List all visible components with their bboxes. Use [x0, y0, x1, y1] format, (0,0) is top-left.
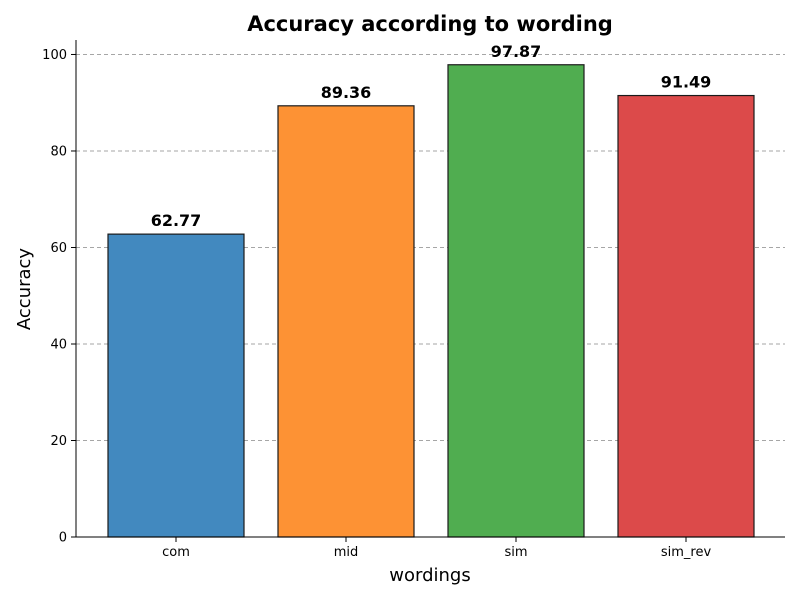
- x-tick-label: sim: [504, 545, 527, 560]
- bar-mid: [277, 105, 415, 538]
- y-tick-label: 0: [59, 531, 67, 546]
- bar-sim-rev: [617, 94, 755, 538]
- bar-value-label: 97.87: [491, 42, 542, 61]
- bar-value-label: 91.49: [661, 73, 712, 92]
- y-tick-label: 80: [50, 144, 67, 159]
- y-tick-label: 20: [50, 434, 67, 449]
- bar-com: [107, 233, 245, 538]
- y-ticks: 0 20 40 60 80 100: [42, 48, 76, 546]
- y-tick-label: 100: [42, 48, 67, 63]
- chart-title: Accuracy according to wording: [247, 12, 613, 36]
- bar-value-label: 62.77: [151, 211, 202, 230]
- x-axis-label: wordings: [389, 565, 470, 586]
- x-ticks: com mid sim sim_rev: [162, 537, 711, 560]
- bar-value-label: 89.36: [321, 83, 372, 102]
- x-tick-label: sim_rev: [661, 545, 712, 560]
- x-tick-label: mid: [334, 545, 359, 560]
- bars: [107, 64, 755, 538]
- axes: [75, 40, 785, 538]
- bar-sim: [447, 64, 585, 538]
- y-tick-label: 40: [50, 337, 67, 352]
- value-labels: 62.77 89.36 97.87 91.49: [151, 42, 712, 230]
- y-tick-label: 60: [50, 241, 67, 256]
- x-tick-label: com: [162, 545, 190, 560]
- y-axis-label: Accuracy: [14, 248, 35, 331]
